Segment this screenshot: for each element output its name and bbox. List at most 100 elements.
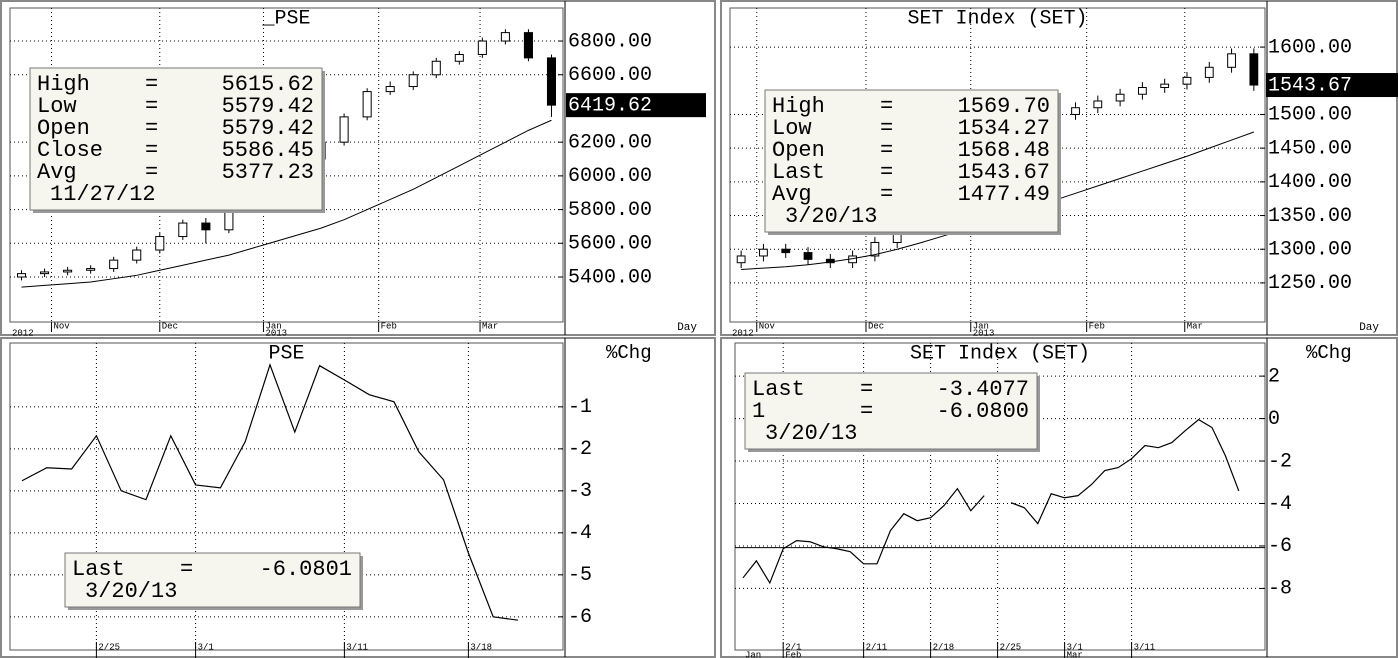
x-tick-label: Feb — [381, 321, 397, 331]
info-label: Low — [37, 94, 77, 119]
y-tick-label: 1600.00 — [1268, 36, 1352, 59]
info-value: -6.0800 — [937, 399, 1029, 424]
candle-body — [523, 32, 533, 59]
y-axis-label: %Chg — [1306, 342, 1352, 364]
y-tick-label: -6 — [1268, 535, 1292, 558]
y-tick-label: 1400.00 — [1268, 171, 1352, 194]
info-date: 3/20/13 — [85, 579, 177, 604]
candle-body — [1160, 83, 1170, 89]
candle-body — [870, 241, 880, 257]
x-tick-label: Mar — [1187, 321, 1203, 331]
info-label: Low — [772, 116, 812, 141]
x-group-label: Jan — [745, 650, 761, 658]
candle-body — [16, 273, 27, 278]
x-tick-label: 2/1 — [785, 642, 801, 652]
info-separator: = — [880, 182, 893, 207]
info-value: 1543.67 — [958, 160, 1050, 185]
y-tick-label: 6200.00 — [568, 131, 652, 154]
candle-body — [201, 222, 211, 231]
y-tick-label: 6600.00 — [568, 64, 652, 87]
x-tick-label: 3/11 — [1134, 642, 1156, 652]
y-tick-label: 1250.00 — [1268, 272, 1352, 295]
x-group-label: 2013 — [973, 328, 995, 338]
info-label: 1 — [752, 399, 765, 424]
info-label: High — [772, 94, 825, 119]
x-tick-label: Jan — [973, 321, 989, 331]
average-line — [21, 119, 552, 288]
info-label: Close — [37, 138, 103, 163]
y-tick-label: 5800.00 — [568, 199, 652, 222]
candle-body — [803, 252, 813, 260]
info-label: Avg — [772, 182, 812, 207]
x-tick-label: Feb — [1089, 321, 1105, 331]
panel-frame — [0, 337, 716, 658]
candle-body — [736, 255, 746, 264]
candle-body — [1115, 93, 1125, 102]
y-tick-label: -4 — [1268, 493, 1292, 516]
candle-body — [63, 269, 73, 273]
candle-body — [781, 248, 791, 254]
chart-title: SET Index (SET) — [907, 7, 1087, 30]
chart-title: SET Index (SET) — [910, 342, 1090, 365]
info-separator: = — [145, 116, 158, 141]
line-series — [742, 418, 1240, 585]
x-tick-label: Nov — [759, 321, 776, 331]
candle-body — [155, 236, 165, 251]
candle-body — [109, 259, 119, 270]
info-label: Last — [72, 557, 125, 582]
y-tick-label: -6 — [568, 606, 592, 629]
candle-body — [362, 91, 372, 118]
panel-frame — [720, 337, 1398, 658]
info-separator: = — [145, 160, 158, 185]
x-tick-label: 3/11 — [346, 642, 368, 652]
candle-body — [1182, 76, 1192, 85]
y-tick-label: 6000.00 — [568, 165, 652, 188]
line-series — [21, 363, 519, 621]
x-tick-label: Jan — [265, 321, 281, 331]
info-separator: = — [880, 138, 893, 163]
info-separator: = — [145, 72, 158, 97]
y-tick-label: -8 — [1268, 578, 1292, 601]
info-label: Last — [772, 160, 825, 185]
y-tick-label: -3 — [568, 480, 592, 503]
info-separator: = — [145, 94, 158, 119]
info-value: 5586.45 — [222, 138, 314, 163]
last-value-marker — [1266, 73, 1398, 98]
x-tick-label: Dec — [162, 321, 178, 331]
info-separator: = — [860, 399, 873, 424]
x-tick-label: 3/1 — [1067, 642, 1083, 652]
y-tick-label: 1350.00 — [1268, 205, 1352, 228]
info-date: 3/20/13 — [765, 421, 857, 446]
x-axis-label: Day — [677, 322, 697, 334]
info-label: Last — [752, 377, 805, 402]
y-tick-label: -1 — [568, 396, 592, 419]
info-separator: = — [880, 94, 893, 119]
info-value: 5579.42 — [222, 94, 314, 119]
y-tick-label: 6800.00 — [568, 30, 652, 53]
y-tick-label: 5400.00 — [568, 266, 652, 289]
candle-body — [339, 116, 349, 143]
panel-frame — [0, 0, 716, 336]
plot-frame — [9, 342, 564, 651]
y-tick-label: -5 — [568, 564, 592, 587]
info-date: 11/27/12 — [50, 182, 156, 207]
x-group-label: Feb — [785, 650, 801, 658]
candle-body — [178, 222, 188, 238]
chart-title: _PSE — [261, 7, 310, 30]
candle-body — [759, 248, 768, 257]
x-group-label: Mar — [1067, 650, 1083, 658]
info-box — [764, 89, 1059, 233]
candle-body — [1093, 100, 1103, 109]
info-separator: = — [145, 138, 158, 163]
info-box — [29, 67, 323, 211]
x-group-label: 2013 — [265, 328, 287, 338]
plot-frame — [9, 7, 564, 323]
candle-body — [500, 32, 510, 42]
candle-body — [86, 268, 96, 271]
y-tick-label: 1500.00 — [1268, 104, 1352, 127]
y-tick-label: -4 — [568, 522, 592, 545]
x-group-label: 2012 — [732, 328, 754, 338]
x-tick-label: Nov — [53, 321, 70, 331]
x-tick-label: 2/25 — [98, 642, 120, 652]
